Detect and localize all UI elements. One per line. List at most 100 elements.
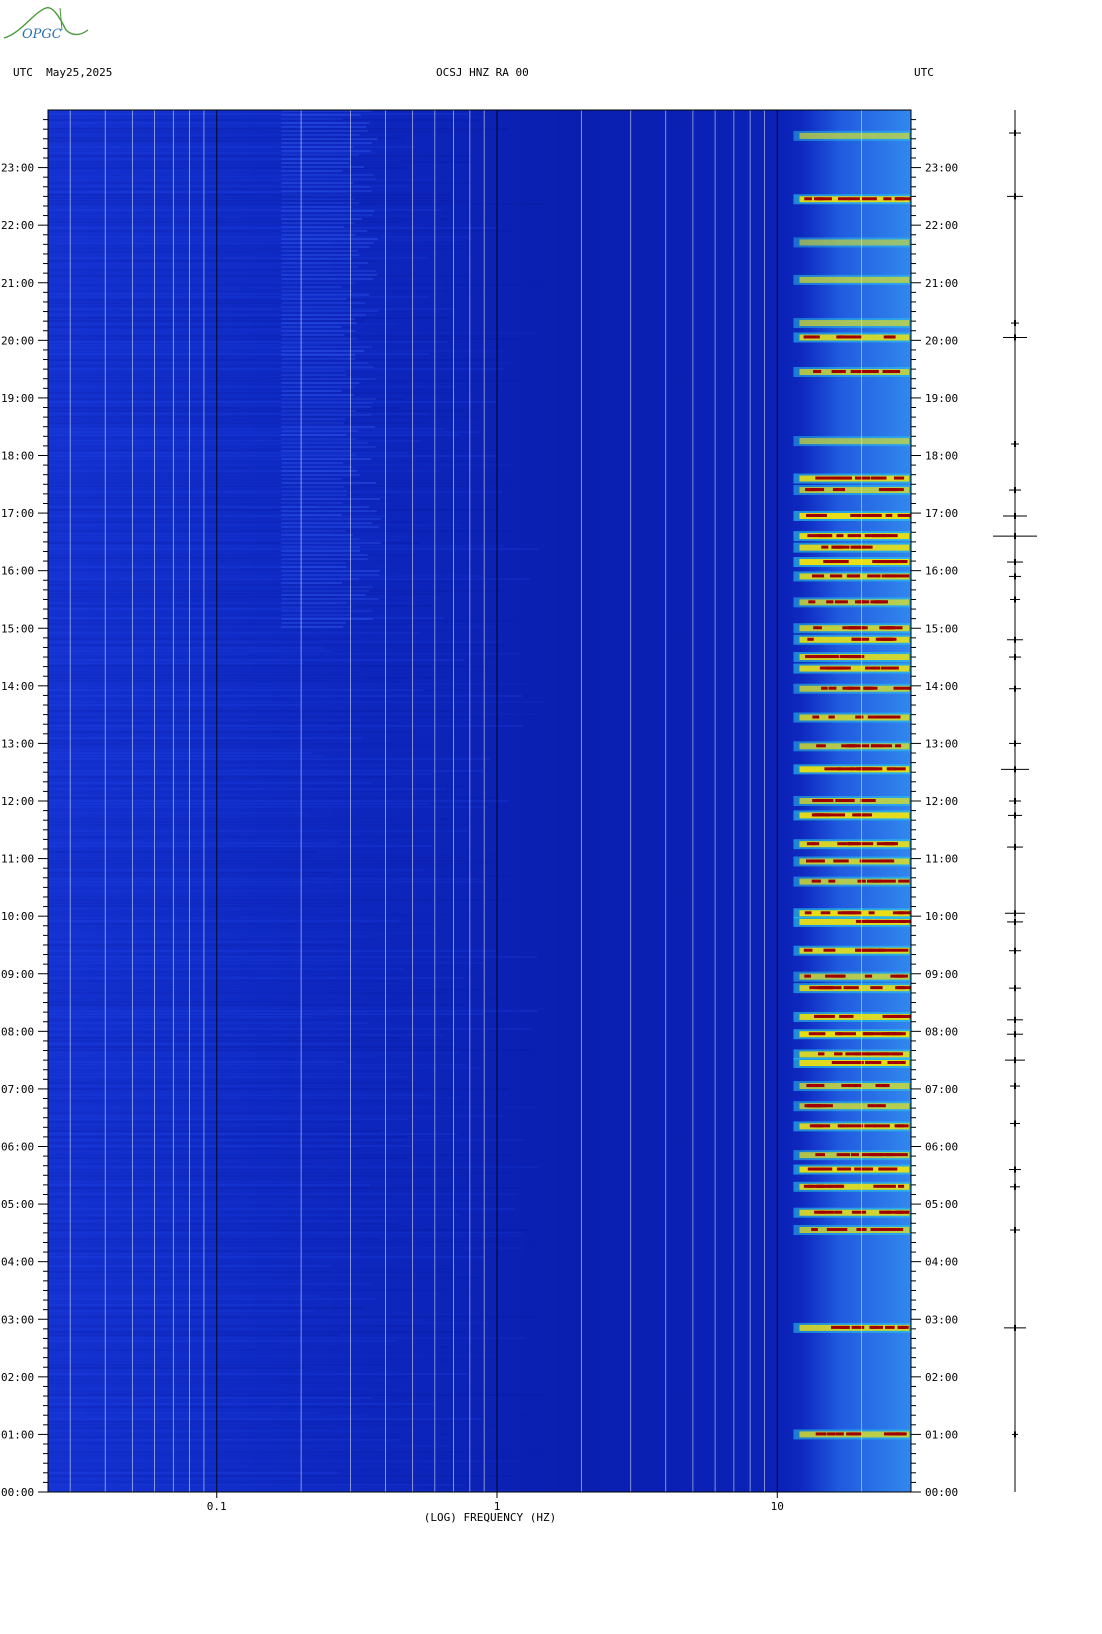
microseism-streak xyxy=(281,410,357,412)
texture-streak xyxy=(48,1316,535,1318)
texture-streak xyxy=(48,1046,455,1048)
time-axis: 00:00 00:00 01:00 01:00 02:00 02:00 03:00 03:00… xyxy=(1,119,958,1499)
texture-streak xyxy=(48,599,395,601)
texture-streak xyxy=(48,827,419,829)
texture-streak xyxy=(48,779,317,781)
texture-streak xyxy=(48,887,302,889)
texture-streak xyxy=(48,1094,432,1096)
event-core xyxy=(849,626,865,630)
microseism-streak xyxy=(281,562,346,564)
texture-streak xyxy=(48,980,398,982)
texture-streak xyxy=(48,203,547,205)
texture-streak xyxy=(48,734,467,736)
texture-streak xyxy=(48,1319,426,1321)
texture-streak xyxy=(48,1199,407,1201)
frequency-tick-label: 0.1 xyxy=(207,1500,227,1513)
texture-streak xyxy=(48,1232,523,1234)
texture-streak xyxy=(48,728,339,730)
event-core xyxy=(868,911,875,915)
event-core xyxy=(867,1104,881,1108)
event-core xyxy=(885,574,895,578)
event-core xyxy=(870,986,883,990)
texture-streak xyxy=(48,371,337,373)
texture-streak xyxy=(48,878,479,880)
texture-streak xyxy=(48,911,317,913)
texture-streak xyxy=(48,737,362,739)
texture-streak xyxy=(48,875,509,877)
event-core xyxy=(843,545,850,549)
microseism-streak xyxy=(281,222,355,224)
event-core xyxy=(825,655,839,659)
event-core xyxy=(867,715,881,719)
texture-streak xyxy=(48,1184,370,1186)
texture-streak xyxy=(48,245,467,247)
microseism-streak xyxy=(281,366,375,368)
event-core xyxy=(876,715,886,719)
texture-streak xyxy=(48,590,503,592)
microseism-streak xyxy=(281,326,342,328)
event-glow xyxy=(799,714,909,721)
texture-streak xyxy=(48,1322,491,1324)
microseism-streak xyxy=(281,586,373,588)
texture-streak xyxy=(48,1403,434,1405)
event-core xyxy=(847,686,861,690)
event-core xyxy=(834,1052,843,1056)
event-core xyxy=(817,488,825,492)
microseism-streak xyxy=(281,450,352,452)
texture-streak xyxy=(48,533,334,535)
event-core xyxy=(838,1325,850,1329)
texture-streak xyxy=(48,608,303,610)
microseism-streak xyxy=(281,126,367,128)
texture-streak xyxy=(48,665,489,667)
texture-streak xyxy=(48,596,338,598)
texture-streak xyxy=(48,1253,362,1255)
texture-streak xyxy=(48,1358,495,1360)
texture-streak xyxy=(48,158,322,160)
event-core xyxy=(824,767,842,771)
microseism-streak xyxy=(281,174,375,176)
texture-streak xyxy=(48,149,408,151)
time-tick-label-right: 12:00 xyxy=(925,795,958,808)
event-core xyxy=(869,767,883,771)
microseism-streak xyxy=(281,478,342,480)
texture-streak xyxy=(48,1400,306,1402)
event-core xyxy=(836,1153,851,1157)
texture-streak xyxy=(48,932,439,934)
texture-streak xyxy=(48,191,349,193)
frequency-tick-label: 10 xyxy=(771,1500,784,1513)
event-core xyxy=(828,879,836,883)
event-core xyxy=(819,666,832,670)
microseism-streak xyxy=(281,322,357,324)
texture-streak xyxy=(48,368,504,370)
event-core xyxy=(861,1153,876,1157)
event-glow xyxy=(799,276,909,283)
texture-streak xyxy=(48,1415,366,1417)
texture-streak xyxy=(48,560,505,562)
event-glow xyxy=(799,918,909,925)
texture-streak xyxy=(48,641,499,643)
microseism-streak xyxy=(281,558,369,560)
event-core xyxy=(835,1432,844,1436)
microseism-streak xyxy=(281,242,374,244)
microseism-streak xyxy=(281,466,352,468)
event-core xyxy=(811,813,829,817)
microseism-streak xyxy=(281,250,358,252)
microseism-streak xyxy=(281,290,353,292)
time-tick-label-left: 12:00 xyxy=(1,795,34,808)
microseism-streak xyxy=(281,506,370,508)
texture-streak xyxy=(48,698,465,700)
event-core xyxy=(878,488,890,492)
microseism-streak xyxy=(281,522,372,524)
event-core xyxy=(808,600,816,604)
texture-streak xyxy=(48,659,465,661)
texture-streak xyxy=(48,554,415,556)
opgc-logo: OPGC xyxy=(3,7,89,42)
event-core xyxy=(885,560,892,564)
event-glow xyxy=(799,559,909,566)
texture-streak xyxy=(48,857,468,859)
texture-streak xyxy=(48,1418,482,1420)
event-core xyxy=(854,370,869,374)
microseism-streak xyxy=(281,194,352,196)
texture-streak xyxy=(48,1337,525,1339)
frequency-tick-label: 1 xyxy=(494,1500,501,1513)
